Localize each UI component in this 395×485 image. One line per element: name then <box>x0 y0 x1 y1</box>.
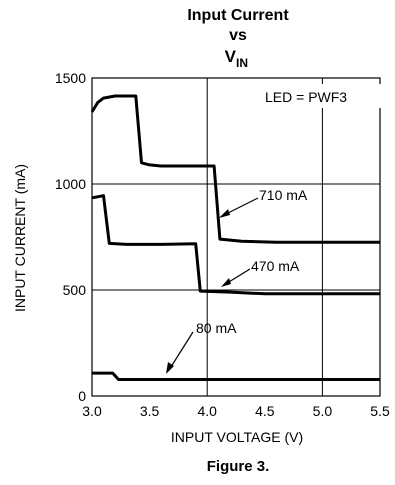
annotation-80ma: 80 mA <box>196 320 237 336</box>
x-tick-label: 5.5 <box>370 403 390 419</box>
annotation-80ma-arrowhead <box>166 362 174 374</box>
title-line-3-subscript: IN <box>236 56 248 70</box>
y-axis-label: INPUT CURRENT (mA) <box>12 164 28 312</box>
x-axis-label: INPUT VOLTAGE (V) <box>171 429 303 445</box>
y-tick-labels: 0 500 1000 1500 <box>55 70 86 404</box>
annotation-470ma: 470 mA <box>251 258 300 274</box>
x-tick-label: 3.5 <box>140 403 160 419</box>
legend-box-background <box>261 84 381 108</box>
series-layer <box>90 94 380 381</box>
series-line-1 <box>90 94 380 244</box>
legend-box-group: LED = PWF3 <box>261 84 381 108</box>
x-tick-label: 5.0 <box>313 403 333 419</box>
title-line-3-main: V <box>225 47 237 66</box>
x-tick-label: 4.0 <box>197 403 217 419</box>
plot-frame <box>91 77 381 397</box>
y-tick-label: 0 <box>78 388 86 404</box>
chart-title: Input Current vs V IN <box>187 7 289 70</box>
annotation-710ma-arrowhead <box>219 209 230 218</box>
annotation-470ma-arrowhead <box>221 278 231 287</box>
figure-caption: Figure 3. <box>207 458 270 475</box>
grid <box>92 78 380 396</box>
annotations: 710 mA 470 mA 80 mA <box>166 187 308 374</box>
y-tick-label: 1500 <box>55 70 86 86</box>
series-line-2 <box>91 194 380 296</box>
x-tick-label: 4.5 <box>255 403 275 419</box>
series-line-3 <box>92 371 380 381</box>
legend-box-text: LED = PWF3 <box>265 89 347 105</box>
x-tick-label: 3.0 <box>82 403 102 419</box>
title-line-1: Input Current <box>187 7 289 24</box>
annotation-710ma: 710 mA <box>259 187 308 203</box>
x-tick-labels: 3.0 3.5 4.0 4.5 5.0 5.5 <box>82 403 390 419</box>
title-line-2: vs <box>229 27 247 44</box>
y-tick-label: 500 <box>63 282 87 298</box>
annotation-80ma-leader <box>168 331 194 371</box>
y-tick-label: 1000 <box>55 176 86 192</box>
